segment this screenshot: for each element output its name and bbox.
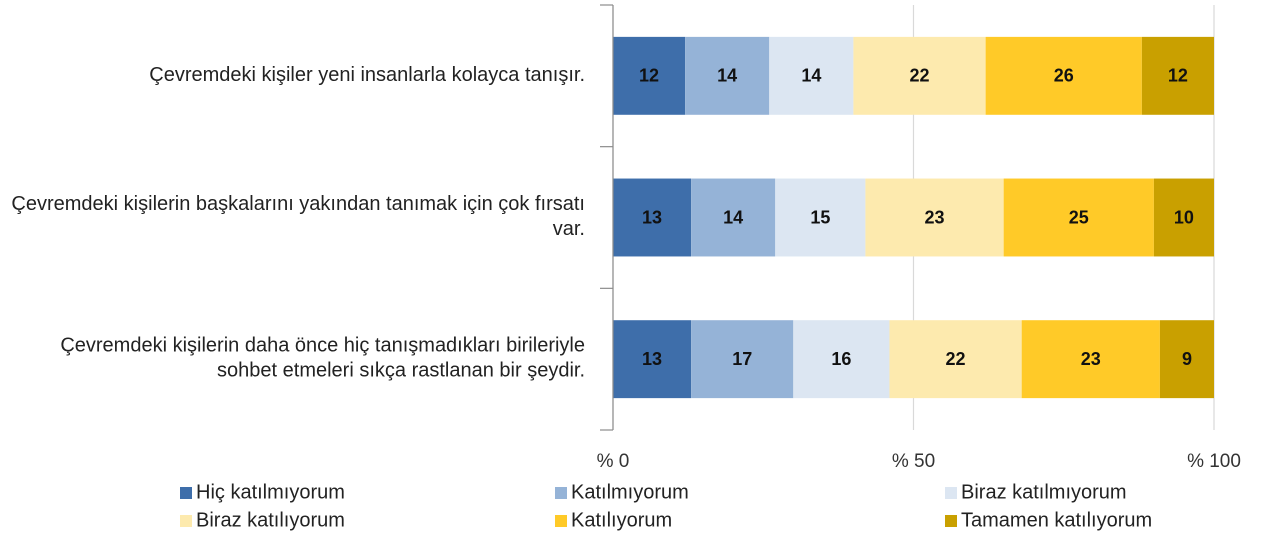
bar-segment [613, 36, 686, 115]
x-tick-label: % 0 [597, 451, 630, 472]
legend-label: Biraz katılmıyorum [961, 481, 1127, 503]
bar-segment [1021, 320, 1160, 399]
bar-segment [865, 178, 1004, 257]
value-label: 14 [717, 66, 737, 86]
bar-segment [1153, 178, 1214, 257]
value-label: 9 [1182, 349, 1192, 369]
value-label: 15 [810, 207, 830, 227]
legend-label: Biraz katılıyorum [196, 509, 345, 531]
x-tick-label: % 50 [892, 451, 935, 472]
bar-segment [1003, 178, 1154, 257]
category-line: Çevremdeki kişilerin daha önce hiç tanış… [60, 335, 585, 357]
x-tick-label: % 100 [1187, 451, 1241, 472]
bar-segment [985, 36, 1142, 115]
legend-swatch [945, 515, 957, 527]
bar-segment [889, 320, 1022, 399]
bar-segment [793, 320, 890, 399]
value-label: 13 [642, 207, 662, 227]
value-label: 22 [909, 66, 929, 86]
bar-segment [685, 36, 770, 115]
legend-label: Tamamen katılıyorum [961, 509, 1152, 531]
category-line: sohbet etmeleri sıkça rastlanan bir şeyd… [217, 360, 585, 382]
bar-segment [613, 320, 692, 399]
value-label: 25 [1069, 207, 1089, 227]
bar-segment [853, 36, 986, 115]
bar-segment [613, 178, 692, 257]
bar-segment [691, 320, 794, 399]
value-label: 12 [639, 66, 659, 86]
legend-swatch [180, 487, 192, 499]
value-label: 12 [1168, 66, 1188, 86]
category-line: var. [553, 218, 585, 240]
value-label: 13 [642, 349, 662, 369]
bar-segment [1159, 320, 1214, 399]
axis [600, 4, 614, 431]
value-label: 23 [1081, 349, 1101, 369]
legend-label: Hiç katılmıyorum [196, 481, 345, 503]
value-label: 23 [925, 207, 945, 227]
bar-segment [1141, 36, 1214, 115]
value-label: 10 [1174, 207, 1194, 227]
category-label: Çevremdeki kişilerin daha önce hiç tanış… [60, 335, 585, 382]
labels: % 0 % 50 % 100 Çevremdeki kişiler yeni insa… [11, 64, 1241, 472]
legend-swatch [555, 487, 567, 499]
value-label: 17 [732, 349, 752, 369]
legend: Hiç katılmıyorum Katılmıyorum Biraz katılm… [180, 481, 1152, 531]
category-label: Çevremdeki kişiler yeni insanlarla kolay… [149, 64, 585, 86]
legend-label: Katılıyorum [571, 509, 672, 531]
value-label: 14 [801, 66, 821, 86]
value-label: 22 [946, 349, 966, 369]
value-label: 14 [723, 207, 743, 227]
category-label: Çevremdeki kişilerin başkalarını yakında… [11, 193, 585, 240]
category-line: Çevremdeki kişilerin başkalarını yakında… [11, 193, 585, 215]
bar-segment [691, 178, 776, 257]
value-label: 26 [1054, 66, 1074, 86]
legend-swatch [555, 515, 567, 527]
legend-label: Katılmıyorum [571, 481, 689, 503]
legend-swatch [180, 515, 192, 527]
value-label: 16 [831, 349, 851, 369]
bar-segment [769, 36, 854, 115]
legend-swatch [945, 487, 957, 499]
bars [613, 36, 1214, 399]
bar-segment [775, 178, 866, 257]
